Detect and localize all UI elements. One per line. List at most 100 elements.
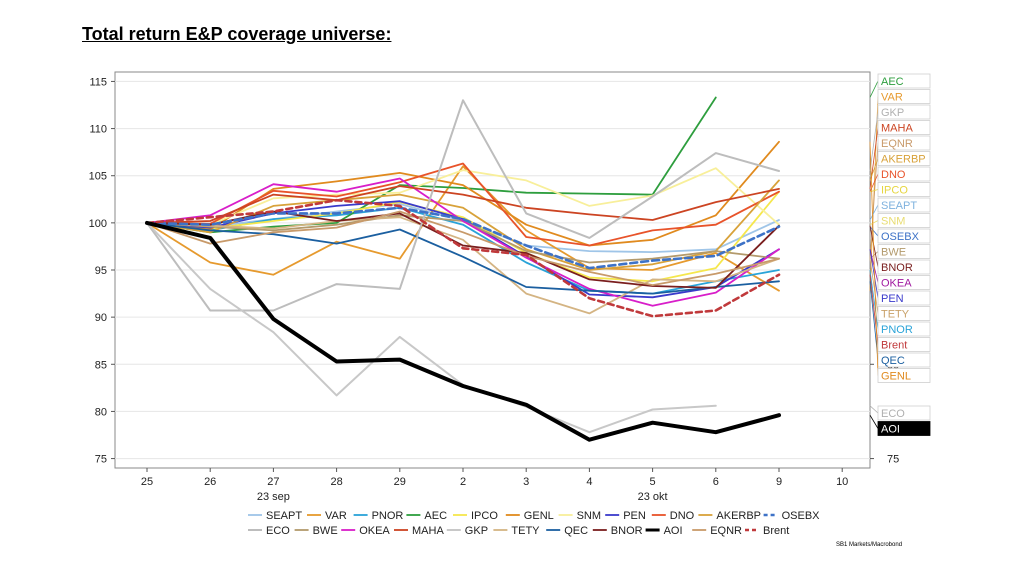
end-label-brent: Brent	[881, 340, 907, 352]
end-label-bwe: BWE	[881, 247, 906, 259]
x-tick-label: 29	[394, 476, 406, 488]
end-label-genl: GENL	[881, 371, 911, 383]
end-label-box	[877, 290, 931, 306]
end-label-connector	[869, 220, 879, 226]
series-line-var	[146, 165, 780, 292]
end-label-connector	[869, 249, 879, 299]
end-label-tety: TETY	[881, 309, 910, 321]
page-title: Total return E&P coverage universe:	[82, 24, 392, 44]
end-label-box	[877, 259, 931, 275]
end-label-box	[877, 151, 931, 166]
legend-label-bnor: BNOR	[611, 525, 643, 537]
x-tick-label: 25	[141, 476, 153, 488]
y-tick-label: 110	[89, 124, 107, 136]
end-label-box	[877, 306, 931, 321]
x-tick-label: 9	[776, 476, 782, 488]
end-label-qec: QEC	[881, 355, 905, 367]
end-label-box	[877, 104, 931, 120]
x-month-label: 23 okt	[638, 491, 668, 503]
x-tick-label: 10	[836, 476, 848, 488]
end-label-connector	[869, 269, 879, 330]
series-line-maha	[146, 185, 780, 224]
end-label-box	[877, 120, 931, 135]
end-label-box	[877, 166, 931, 182]
x-tick-label: 27	[267, 476, 279, 488]
x-tick-label: 5	[650, 476, 656, 488]
end-label-osebx: OSEBX	[881, 231, 920, 243]
end-label-box	[877, 182, 931, 197]
legend-label-snm: SNM	[577, 510, 601, 522]
end-label-connector	[869, 414, 879, 429]
y-tick-label: 115	[89, 76, 107, 88]
end-label-box	[877, 89, 931, 104]
series-line-brent	[145, 198, 781, 318]
end-label-connector	[869, 80, 879, 98]
end-label-connector	[869, 225, 879, 268]
y-tick-label: 95	[95, 265, 107, 277]
y-tick-label: 100	[89, 218, 107, 230]
end-label-connector	[869, 204, 879, 221]
x-tick-label: 4	[586, 476, 592, 488]
series-line-qec	[146, 221, 780, 295]
end-label-var: VAR	[881, 92, 903, 104]
end-label-box	[877, 421, 931, 436]
legend-label-pnor: PNOR	[372, 510, 404, 522]
series-line-osebx	[145, 206, 781, 270]
series-line-dno	[146, 162, 780, 247]
y-tick-label: 105	[89, 171, 107, 183]
end-label-box	[877, 228, 931, 244]
end-label-snm: SNM	[881, 216, 905, 228]
end-label-ipco: IPCO	[881, 185, 908, 197]
y-tick-label: 75	[95, 454, 107, 466]
legend-label-okea: OKEA	[359, 525, 390, 537]
end-label-seapt: SEAPT	[881, 200, 917, 212]
x-tick-label: 6	[713, 476, 719, 488]
legend-label-genl: GENL	[524, 510, 554, 522]
x-tick-label: 26	[204, 476, 216, 488]
legend-label-bwe: BWE	[313, 525, 338, 537]
series-line-aoi	[145, 220, 781, 442]
end-label-box	[877, 275, 931, 290]
legend-label-var: VAR	[325, 510, 347, 522]
end-label-connector	[869, 226, 879, 237]
end-label-box	[877, 135, 931, 151]
legend-label-aoi: AOI	[664, 525, 683, 537]
end-label-box	[877, 405, 931, 421]
series-line-gkp	[146, 221, 717, 434]
legend-label-pen: PEN	[623, 510, 646, 522]
end-label-connector	[869, 111, 879, 172]
end-label-okea: OKEA	[881, 278, 912, 290]
end-label-gkp: GKP	[881, 107, 904, 119]
y-tick-label: 85	[95, 359, 107, 371]
y-tick-label-right: 75	[887, 454, 899, 466]
legend-label-seapt: SEAPT	[266, 510, 302, 522]
x-tick-label: 3	[523, 476, 529, 488]
end-label-eco: ECO	[881, 408, 905, 420]
end-label-pnor: PNOR	[881, 324, 913, 336]
source-note: SB1 Markets/Macrobond	[836, 542, 903, 548]
end-label-box	[877, 73, 931, 89]
series-line-snm	[146, 167, 780, 226]
series-line-tety	[146, 216, 780, 315]
legend-label-eqnr: EQNR	[710, 525, 742, 537]
end-label-bnor: BNOR	[881, 262, 913, 274]
end-label-connector	[869, 141, 879, 376]
legend-label-dno: DNO	[670, 510, 695, 522]
end-label-aoi: AOI	[881, 424, 900, 436]
legend-label-osebx: OSEBX	[782, 510, 821, 522]
end-label-pen: PEN	[881, 293, 904, 305]
end-label-box	[877, 337, 931, 352]
series-line-okea	[146, 177, 780, 307]
legend-label-gkp: GKP	[465, 525, 488, 537]
x-tick-label: 2	[460, 476, 466, 488]
end-label-box	[877, 197, 931, 213]
end-label-box	[877, 321, 931, 337]
end-label-box	[877, 368, 931, 383]
y-tick-label: 90	[95, 312, 107, 324]
end-label-maha: MAHA	[881, 123, 913, 135]
legend-label-akerbp: AKERBP	[716, 510, 761, 522]
legend-label-maha: MAHA	[412, 525, 444, 537]
end-label-dno: DNO	[881, 169, 906, 181]
end-label-connector	[869, 258, 879, 314]
